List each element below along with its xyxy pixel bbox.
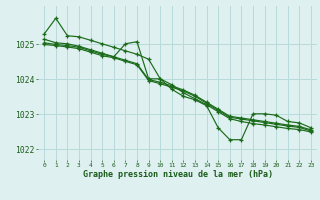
- X-axis label: Graphe pression niveau de la mer (hPa): Graphe pression niveau de la mer (hPa): [83, 170, 273, 179]
